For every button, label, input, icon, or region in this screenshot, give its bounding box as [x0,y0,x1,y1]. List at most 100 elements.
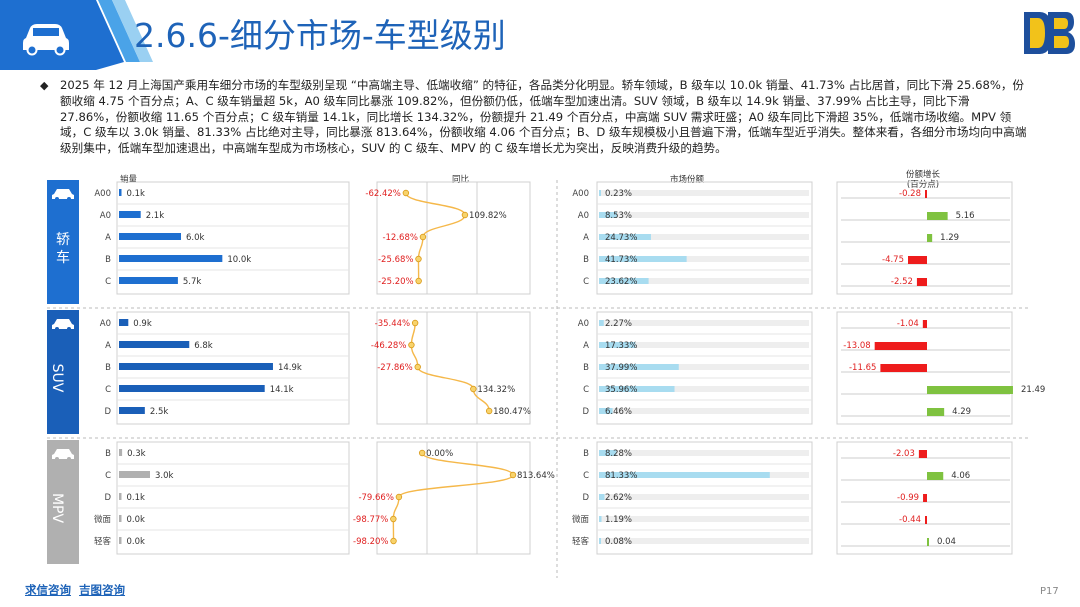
share-change-label: -0.28 [899,189,921,199]
sales-category-label: A [105,233,111,243]
share-bar [599,364,679,370]
sales-panel [116,441,350,555]
sedan-icon [52,189,74,201]
segment-name: MPV [49,493,65,524]
yoy-value-label: -12.68% [382,233,417,243]
footer-link-qiuxin[interactable]: 求信咨询 [25,583,71,597]
share-change-bar [927,234,933,242]
header-share: 市场份额 [670,174,705,185]
share-change-label: -11.65 [849,363,876,373]
yoy-point [509,471,517,479]
share-value-label: 1.19% [605,515,632,525]
share-category-label: A00 [572,189,589,199]
share-value-label: 35.96% [605,385,637,395]
yoy-panel [376,181,531,295]
sales-category-label: C [105,471,111,481]
sales-category-label: A0 [100,211,111,221]
share-bar [599,494,605,500]
share-value-label: 17.33% [605,341,637,351]
yoy-point [419,233,427,241]
share-value-label: 0.08% [605,537,632,547]
sales-bar [119,471,150,478]
share-change-bar [922,320,927,328]
share-value-label: 81.33% [605,471,637,481]
share-change-label: -1.04 [897,319,919,329]
segment-3: MPV B 0.3k 0.00% B 8.28% -2.03 C 3.0k 813.64% C 81.… [47,440,1013,564]
yoy-line [392,452,514,542]
share-bar [599,212,617,218]
share-category-label: A [583,341,589,351]
sales-value-label: 0.0k [127,537,146,547]
share-change-bar [925,190,927,198]
share-change-panel [836,441,1013,555]
yoy-value-label: -62.42% [365,189,400,199]
sales-category-label: 轻客 [94,536,112,547]
sales-panel [116,181,350,295]
share-category-label: D [582,407,589,417]
sales-bar [119,319,129,326]
yoy-point [415,255,422,263]
yoy-point [461,211,469,219]
icon-body [52,449,74,459]
share-bar-bg [599,450,809,456]
sales-category-label: C [105,385,111,395]
share-bar-bg [599,212,809,218]
share-change-panel [836,311,1013,425]
yoy-point [395,493,403,501]
share-change-bar [923,494,927,502]
share-category-label: B [583,449,589,459]
sales-category-label: B [105,255,111,265]
sales-category-label: A00 [94,189,111,199]
sales-bar [119,449,123,456]
share-category-label: C [583,277,589,287]
share-bar [599,278,649,284]
yoy-panel [376,441,531,555]
sales-category-label: B [105,363,111,373]
segment-name-char: 轿 [56,232,70,248]
share-category-label: B [583,255,589,265]
share-value-label: 24.73% [605,233,637,243]
segment-1: 轿车 A00 0.1k -62.42% A00 0.23% -0.28 A0 2.1k 109.8… [47,180,1030,309]
share-change-bar [927,472,944,480]
header-share-change: 份额增长 [906,169,941,180]
segment-name-char: 车 [56,249,70,266]
share-change-bar [880,364,927,372]
share-bar-bg [599,234,809,240]
share-value-label: 6.46% [605,407,632,417]
share-change-label: -2.52 [891,277,913,287]
share-bar-bg [599,320,809,326]
yoy-point [411,319,419,327]
sales-bar [119,341,190,348]
share-bar-bg [599,364,809,370]
sales-value-label: 6.0k [186,233,205,243]
footer-link-jitu[interactable]: 吉图咨询 [79,583,126,597]
share-panel [596,441,813,555]
share-category-label: A0 [578,211,589,221]
share-category-label: A0 [578,319,589,329]
share-category-label: 轻客 [572,536,590,547]
page-number: P17 [1040,586,1059,597]
suv-icon [52,319,74,331]
yoy-value-label: -98.77% [353,515,388,525]
footer-links: 求信咨询 吉图咨询 [25,582,129,598]
segment-label-block [47,440,79,564]
yoy-panel [376,311,531,425]
yoy-point [470,385,477,393]
segment-2: SUV A0 0.9k -35.44% A0 2.27% -1.04 A 6.8k -46.28%… [47,310,1045,439]
share-bar-bg [599,342,809,348]
sales-category-label: D [104,493,111,503]
icon-wheel [55,327,59,331]
share-category-label: A [583,233,589,243]
share-value-label: 37.99% [605,363,637,373]
page-title: 2.6.6-细分市场-车型级别 [134,16,506,55]
sales-value-label: 6.8k [194,341,213,351]
icon-wheel [55,457,59,461]
share-change-label: -0.99 [897,493,919,503]
icon-wheel [67,327,71,331]
share-change-bar [925,516,927,524]
sales-value-label: 0.1k [127,189,146,199]
segment-label-block [47,310,79,434]
share-value-label: 23.62% [605,277,637,287]
sales-category-label: 微面 [94,514,112,525]
share-value-label: 8.53% [605,211,632,221]
